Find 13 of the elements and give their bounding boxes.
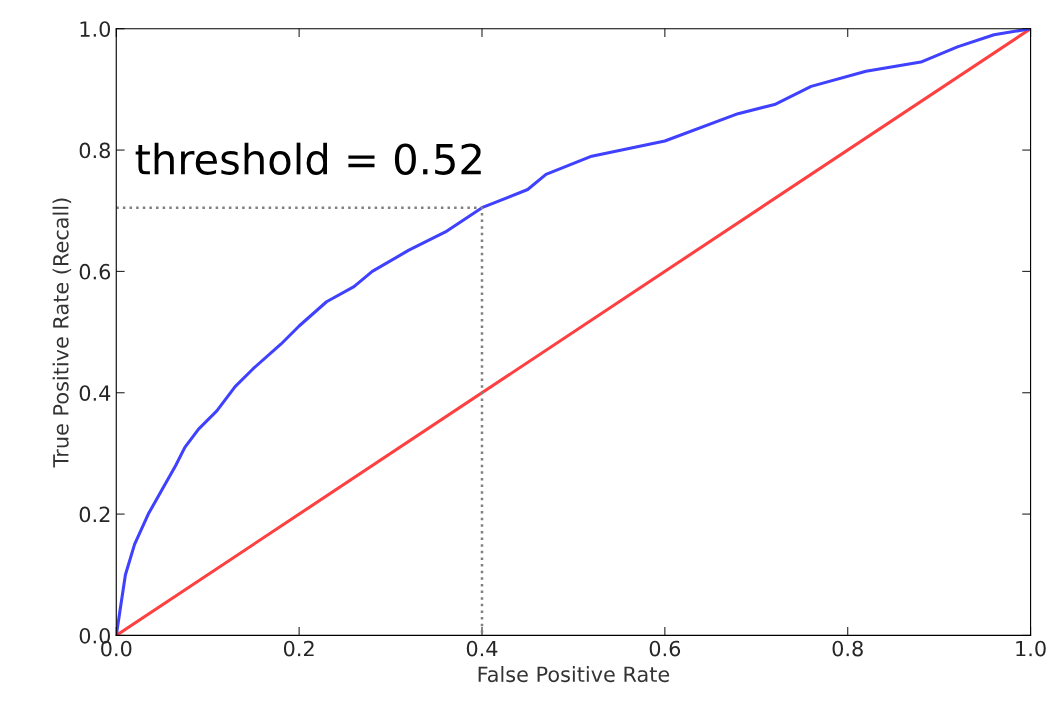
annotation: threshold = 0.52: [135, 142, 481, 175]
x-tick-label: 0.6: [649, 640, 681, 657]
x-tick-label: 1.0: [1016, 640, 1046, 657]
y-tick-label: 1.0: [80, 21, 111, 37]
y-tick-label: 0.4: [79, 385, 111, 401]
x-axis-title: False Positive Rate: [478, 666, 670, 683]
x-tick-label: 0.8: [832, 640, 863, 657]
y-tick-label: 0.8: [79, 142, 110, 159]
y-tick-label: 0.2: [79, 506, 110, 523]
x-tick-label: 0.2: [283, 640, 314, 657]
x-tick-label: 0.4: [466, 640, 498, 657]
y-axis-title: True Positive Rate (Recall): [52, 198, 72, 468]
y-tick-label: 0.6: [79, 263, 111, 280]
